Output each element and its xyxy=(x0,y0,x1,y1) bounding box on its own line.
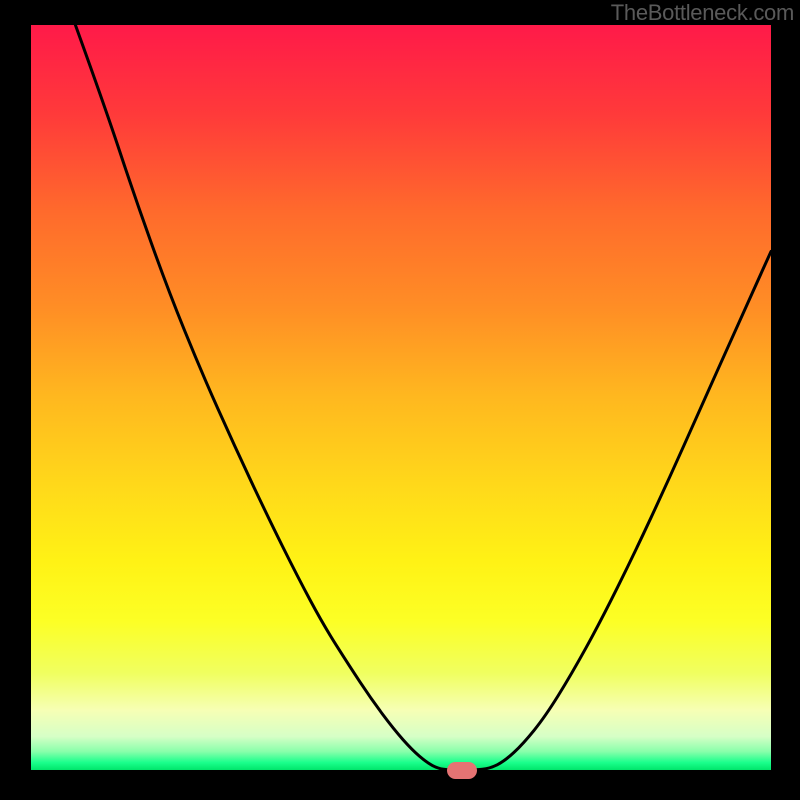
optimal-marker xyxy=(447,762,477,779)
chart-container: TheBottleneck.com xyxy=(0,0,800,800)
watermark-text: TheBottleneck.com xyxy=(611,0,794,26)
bottleneck-curve xyxy=(31,25,771,770)
plot-area xyxy=(31,25,771,770)
